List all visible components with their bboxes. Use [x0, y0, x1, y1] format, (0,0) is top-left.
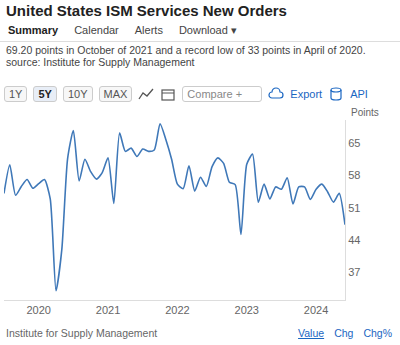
- html-text:Chg: Chg: [334, 327, 354, 339]
- svg-text:44: 44: [348, 234, 360, 246]
- svg-text:Points: Points: [351, 107, 379, 118]
- html-text:1Y: 1Y: [9, 88, 23, 100]
- svg-text:2023: 2023: [235, 304, 259, 316]
- html-text:Download ▾: Download ▾: [178, 24, 237, 36]
- svg-text:51: 51: [348, 202, 360, 214]
- svg-text:2021: 2021: [96, 304, 120, 316]
- html-text:69.20 points in October of 202: 69.20 points in October of 2021 and a re…: [6, 44, 366, 68]
- html-text:5Y: 5Y: [38, 88, 52, 100]
- html-text:Chg%: Chg%: [363, 327, 392, 339]
- html-text:Value: Value: [298, 327, 325, 339]
- svg-text:58: 58: [348, 169, 360, 181]
- html-text:API: API: [350, 88, 368, 100]
- html-text:Compare +: Compare +: [187, 88, 243, 100]
- html-text:Export: Export: [290, 88, 323, 100]
- html-text:Alerts: Alerts: [134, 24, 163, 36]
- html-text:10Y: 10Y: [67, 88, 88, 100]
- svg-text:65: 65: [348, 137, 360, 149]
- html-text:Summary: Summary: [8, 24, 59, 36]
- html-text:Calendar: Calendar: [74, 24, 119, 36]
- html-text:MAX: MAX: [103, 88, 128, 100]
- html-text:Institute for Supply Managemen: Institute for Supply Management: [6, 327, 158, 339]
- svg-text:2020: 2020: [26, 304, 50, 316]
- svg-text:2024: 2024: [304, 304, 328, 316]
- svg-text:37: 37: [348, 266, 360, 278]
- html-text:United States ISM Services New: United States ISM Services New Orders: [6, 2, 287, 19]
- svg-text:2022: 2022: [165, 304, 189, 316]
